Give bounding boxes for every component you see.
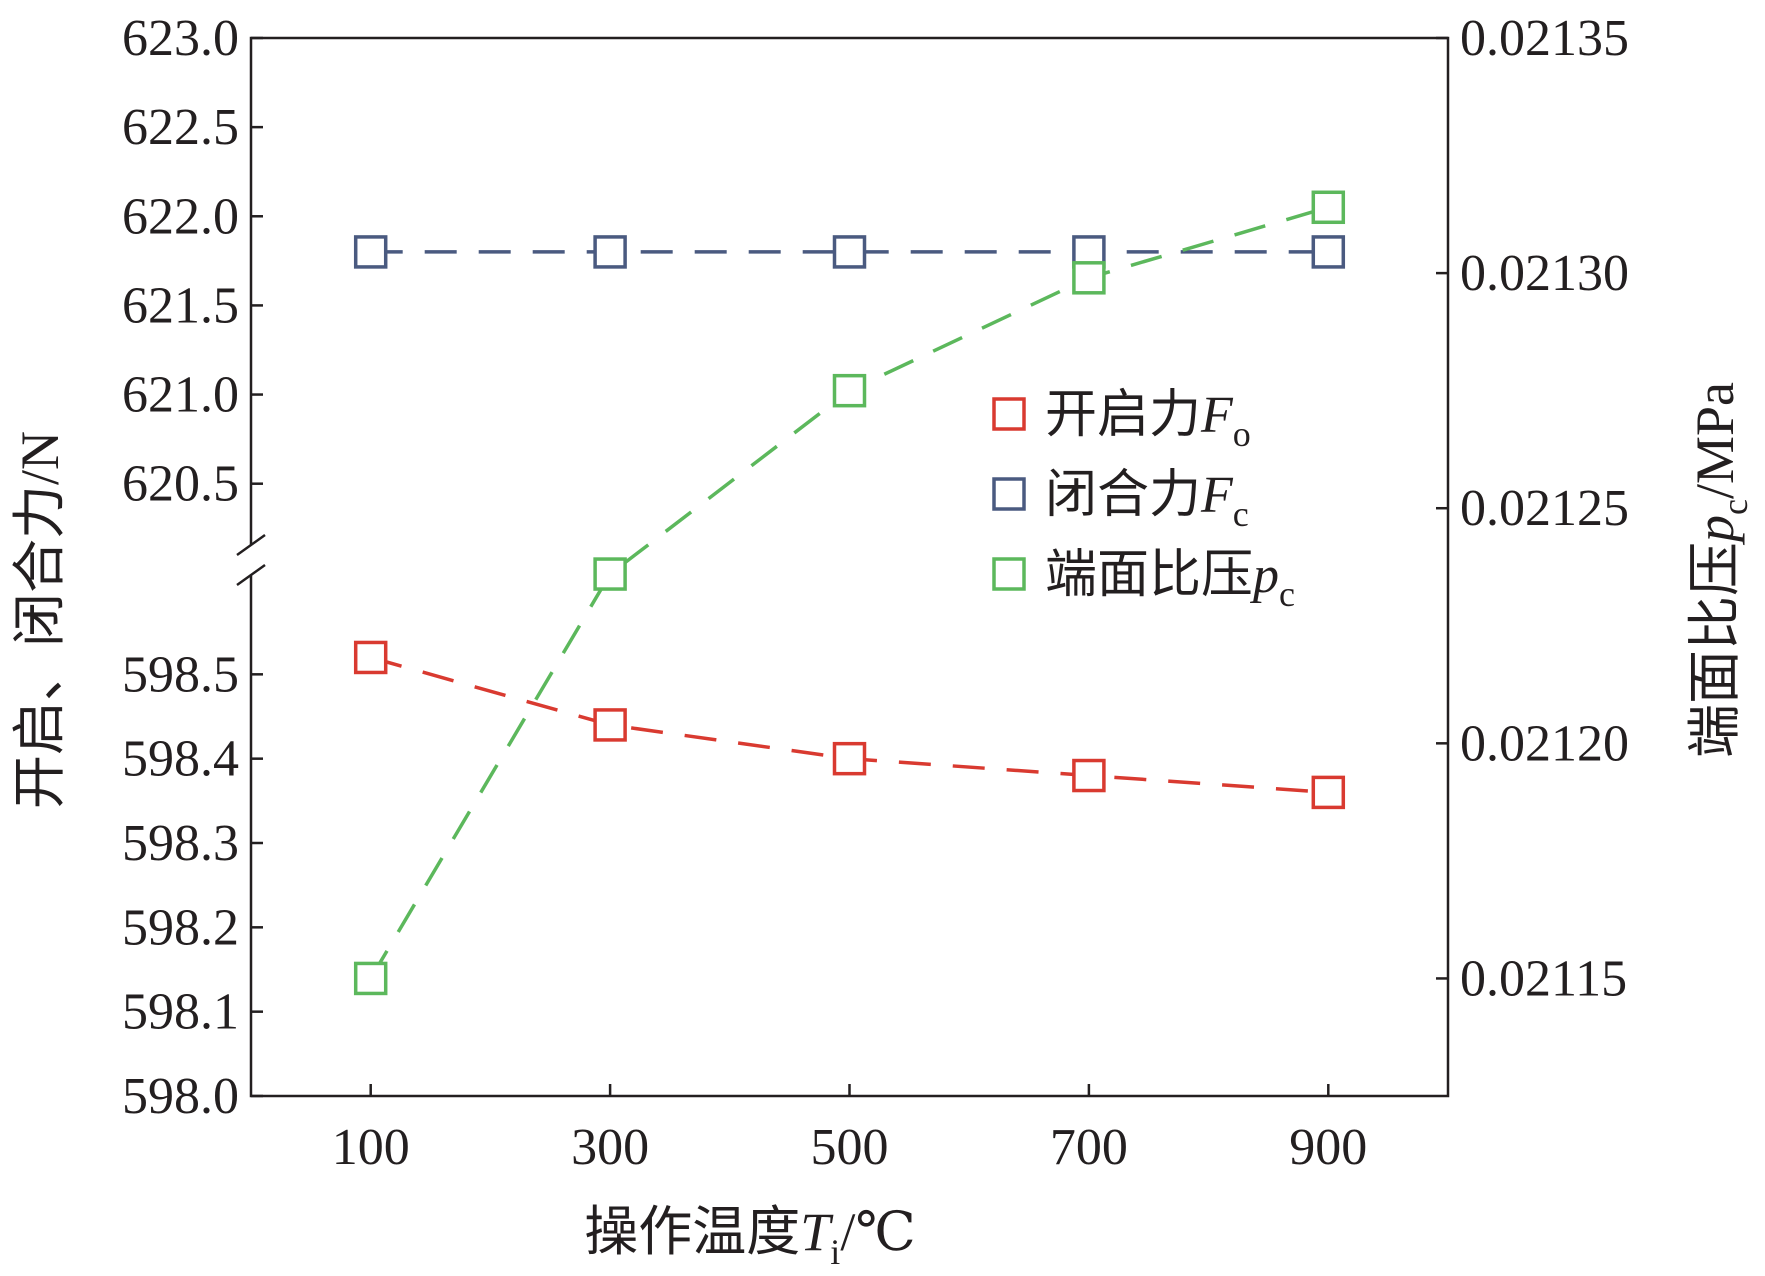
legend: 开启力Fo 闭合力Fc 端面比压pc bbox=[992, 387, 1295, 614]
left-y-tick-label: 598.4 bbox=[122, 731, 239, 788]
data-point-face-pressure bbox=[353, 961, 388, 996]
left-y-tick-label: 598.5 bbox=[122, 646, 239, 703]
left-y-tick-label: 620.5 bbox=[122, 456, 239, 513]
x-tick-label: 900 bbox=[1289, 1119, 1367, 1176]
legend-label-opening-force: 开启力 bbox=[1045, 387, 1201, 444]
legend-sub-face-pressure: c bbox=[1279, 574, 1295, 614]
legend-swatch-opening-force bbox=[992, 397, 1026, 431]
data-point-opening-force bbox=[1072, 758, 1106, 793]
data-point-opening-force bbox=[832, 741, 867, 776]
x-tick-label: 300 bbox=[571, 1119, 649, 1176]
left-y-axis-ticks: 623.0 622.5 622.0 621.5 621.0 620.5 598.5 598.4… bbox=[122, 10, 263, 1125]
legend-var-closing-force: F bbox=[1200, 467, 1234, 524]
left-y-tick-label: 598.3 bbox=[122, 815, 239, 872]
right-y-axis-title-sub: c bbox=[1715, 499, 1755, 515]
data-point-closing-force bbox=[353, 235, 388, 269]
left-y-tick-label: 598.0 bbox=[122, 1068, 239, 1125]
legend-sub-opening-force: o bbox=[1233, 414, 1251, 454]
svg-text:端面比压pc: 端面比压pc bbox=[1045, 547, 1295, 614]
data-point-closing-force bbox=[593, 235, 627, 269]
series-opening-force bbox=[353, 640, 1346, 810]
axis-break-marks bbox=[236, 533, 266, 587]
right-y-axis-title-unit: /MPa bbox=[1685, 382, 1745, 499]
legend-label-face-pressure: 端面比压 bbox=[1045, 547, 1253, 604]
left-y-tick-label: 623.0 bbox=[122, 10, 239, 67]
right-y-tick-label: 0.02120 bbox=[1460, 715, 1629, 772]
left-y-tick-label: 621.0 bbox=[122, 367, 239, 424]
x-axis-title-main: 操作温度 bbox=[584, 1202, 800, 1262]
svg-text:开启力Fo: 开启力Fo bbox=[1045, 387, 1251, 454]
x-axis-title: 操作温度Ti/℃ bbox=[584, 1202, 915, 1272]
data-point-face-pressure bbox=[1072, 261, 1106, 295]
legend-var-face-pressure: p bbox=[1249, 547, 1279, 604]
legend-sub-closing-force: c bbox=[1233, 494, 1249, 534]
data-point-face-pressure bbox=[593, 557, 627, 591]
right-y-tick-label: 0.02125 bbox=[1460, 480, 1629, 537]
x-axis-title-sub: i bbox=[830, 1232, 840, 1272]
right-y-tick-label: 0.02130 bbox=[1460, 245, 1629, 302]
right-y-tick-label: 0.02135 bbox=[1460, 10, 1629, 67]
svg-text:闭合力Fc: 闭合力Fc bbox=[1045, 467, 1249, 534]
data-point-opening-force bbox=[593, 708, 627, 742]
data-point-closing-force bbox=[832, 235, 867, 269]
legend-label-closing-force: 闭合力 bbox=[1045, 467, 1201, 524]
legend-item-face-pressure: 端面比压pc bbox=[992, 547, 1295, 614]
left-y-tick-label: 622.5 bbox=[122, 99, 239, 156]
legend-swatch-closing-force bbox=[992, 477, 1026, 511]
data-point-closing-force bbox=[1311, 235, 1346, 269]
series-face-pressure bbox=[353, 190, 1346, 996]
x-axis-title-unit: /℃ bbox=[840, 1202, 915, 1262]
x-axis-ticks: 100 300 500 700 900 bbox=[332, 1084, 1367, 1176]
left-y-tick-label: 598.2 bbox=[122, 899, 239, 956]
x-tick-label: 100 bbox=[332, 1119, 410, 1176]
data-point-opening-force bbox=[1311, 775, 1346, 810]
series-layer bbox=[353, 190, 1346, 996]
right-y-axis-title-var: p bbox=[1685, 515, 1745, 546]
right-y-tick-label: 0.02115 bbox=[1460, 950, 1627, 1007]
legend-swatch-face-pressure bbox=[992, 557, 1026, 591]
legend-item-closing-force: 闭合力Fc bbox=[992, 467, 1249, 534]
x-tick-label: 500 bbox=[811, 1119, 889, 1176]
legend-var-opening-force: F bbox=[1200, 387, 1234, 444]
x-axis-title-var: T bbox=[800, 1202, 834, 1262]
data-point-face-pressure bbox=[1311, 190, 1346, 225]
right-y-axis-title: 端面比压pc/MPa bbox=[1685, 382, 1755, 758]
left-y-tick-label: 598.1 bbox=[122, 984, 239, 1041]
series-closing-force bbox=[353, 235, 1346, 269]
right-y-axis-title-main: 端面比压 bbox=[1685, 542, 1745, 758]
left-y-tick-label: 622.0 bbox=[122, 188, 239, 245]
legend-item-opening-force: 开启力Fo bbox=[992, 387, 1251, 454]
left-y-tick-label: 621.5 bbox=[122, 277, 239, 334]
left-y-axis-title: 开启、闭合力/N bbox=[10, 431, 70, 809]
x-tick-label: 700 bbox=[1050, 1119, 1128, 1176]
data-point-opening-force bbox=[353, 640, 388, 675]
data-point-face-pressure bbox=[832, 373, 867, 408]
right-y-axis-ticks: 0.02135 0.02130 0.02125 0.02120 0.02115 bbox=[1436, 10, 1629, 1007]
